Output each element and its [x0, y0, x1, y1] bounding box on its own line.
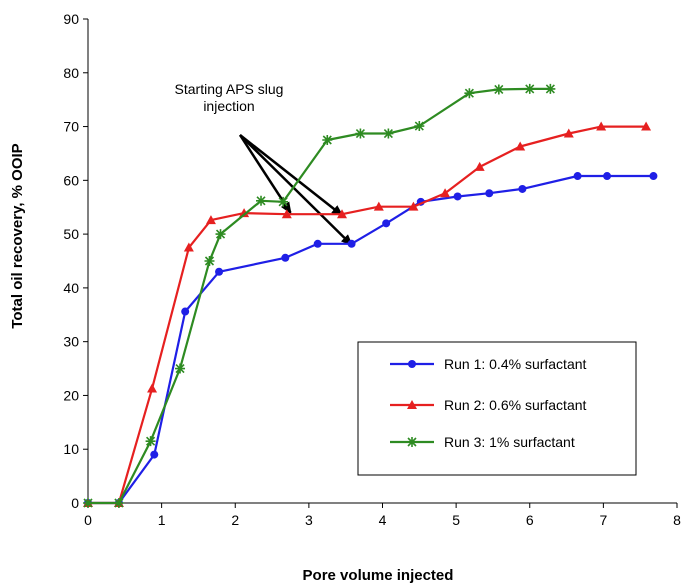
data-point	[183, 242, 194, 252]
series-group	[84, 172, 658, 507]
data-point	[215, 267, 224, 276]
data-point	[281, 209, 292, 219]
data-point	[453, 192, 462, 201]
y-tick-label: 80	[63, 65, 79, 81]
x-axis-title: Pore volume injected	[303, 567, 454, 584]
y-tick-label: 20	[63, 387, 79, 403]
x-tick-label: 5	[452, 512, 460, 528]
legend-entry-label: Run 2: 0.6% surfactant	[444, 397, 587, 413]
data-point	[518, 184, 527, 193]
data-point	[281, 253, 290, 262]
data-point	[407, 437, 417, 447]
data-point	[493, 84, 504, 95]
data-point	[355, 128, 366, 139]
data-point	[408, 201, 419, 211]
data-point	[515, 141, 526, 151]
y-tick-label: 70	[63, 119, 79, 135]
data-point	[347, 239, 356, 248]
data-point	[373, 201, 384, 211]
x-tick-label: 0	[84, 512, 92, 528]
x-tick-label: 7	[599, 512, 607, 528]
data-point	[414, 121, 425, 132]
data-point	[147, 383, 158, 393]
y-axis-title: Total oil recovery, % OOIP	[9, 143, 26, 328]
x-tick-label: 6	[526, 512, 534, 528]
data-point	[145, 436, 156, 447]
series-line	[88, 125, 647, 505]
data-point	[563, 128, 574, 138]
x-tick-label: 1	[158, 512, 166, 528]
data-point	[440, 188, 451, 198]
legend-entry-label: Run 1: 0.4% surfactant	[444, 356, 587, 372]
legend-entry-label: Run 3: 1% surfactant	[444, 434, 575, 450]
data-point	[337, 209, 348, 219]
data-point	[649, 172, 658, 181]
data-point	[408, 360, 416, 368]
series-line	[88, 87, 551, 505]
data-point	[204, 256, 215, 266]
data-point	[181, 307, 190, 316]
data-point	[464, 88, 475, 99]
data-point	[239, 208, 250, 218]
legend: Run 1: 0.4% surfactant Run 2: 0.6% surfac…	[357, 341, 637, 476]
data-point	[641, 121, 652, 131]
data-point	[150, 450, 159, 459]
data-point	[313, 239, 322, 248]
data-point	[256, 195, 267, 206]
data-point	[573, 172, 582, 181]
data-point	[278, 196, 289, 207]
y-tick-label: 40	[63, 280, 79, 296]
data-point	[603, 172, 612, 181]
series-group	[83, 83, 556, 508]
data-point	[83, 498, 93, 508]
data-point	[215, 229, 226, 240]
y-tick-label: 10	[63, 441, 79, 457]
annotation-text-line: Starting APS slug	[175, 81, 284, 97]
data-point	[474, 161, 485, 171]
y-tick-label: 50	[63, 226, 79, 242]
data-point	[113, 498, 124, 508]
annotation-arrow	[239, 134, 354, 247]
series-line	[88, 174, 654, 505]
data-point	[485, 189, 494, 198]
data-point	[175, 363, 186, 374]
annotation-arrow	[239, 134, 344, 217]
y-tick-label: 0	[71, 495, 79, 511]
annotation-text-line: injection	[203, 98, 254, 114]
data-point	[596, 121, 607, 131]
y-tick-label: 60	[63, 172, 79, 188]
data-point	[524, 83, 535, 94]
data-point	[407, 400, 417, 409]
data-point	[545, 83, 556, 94]
x-tick-label: 2	[231, 512, 239, 528]
x-tick-label: 4	[379, 512, 387, 528]
y-tick-label: 90	[63, 11, 79, 27]
data-point	[382, 219, 391, 228]
data-point	[322, 135, 333, 145]
plot-series	[83, 83, 658, 508]
data-point	[205, 215, 216, 225]
y-tick-label: 30	[63, 334, 79, 350]
x-tick-label: 3	[305, 512, 313, 528]
x-tick-label: 8	[673, 512, 681, 528]
data-point	[383, 128, 394, 139]
